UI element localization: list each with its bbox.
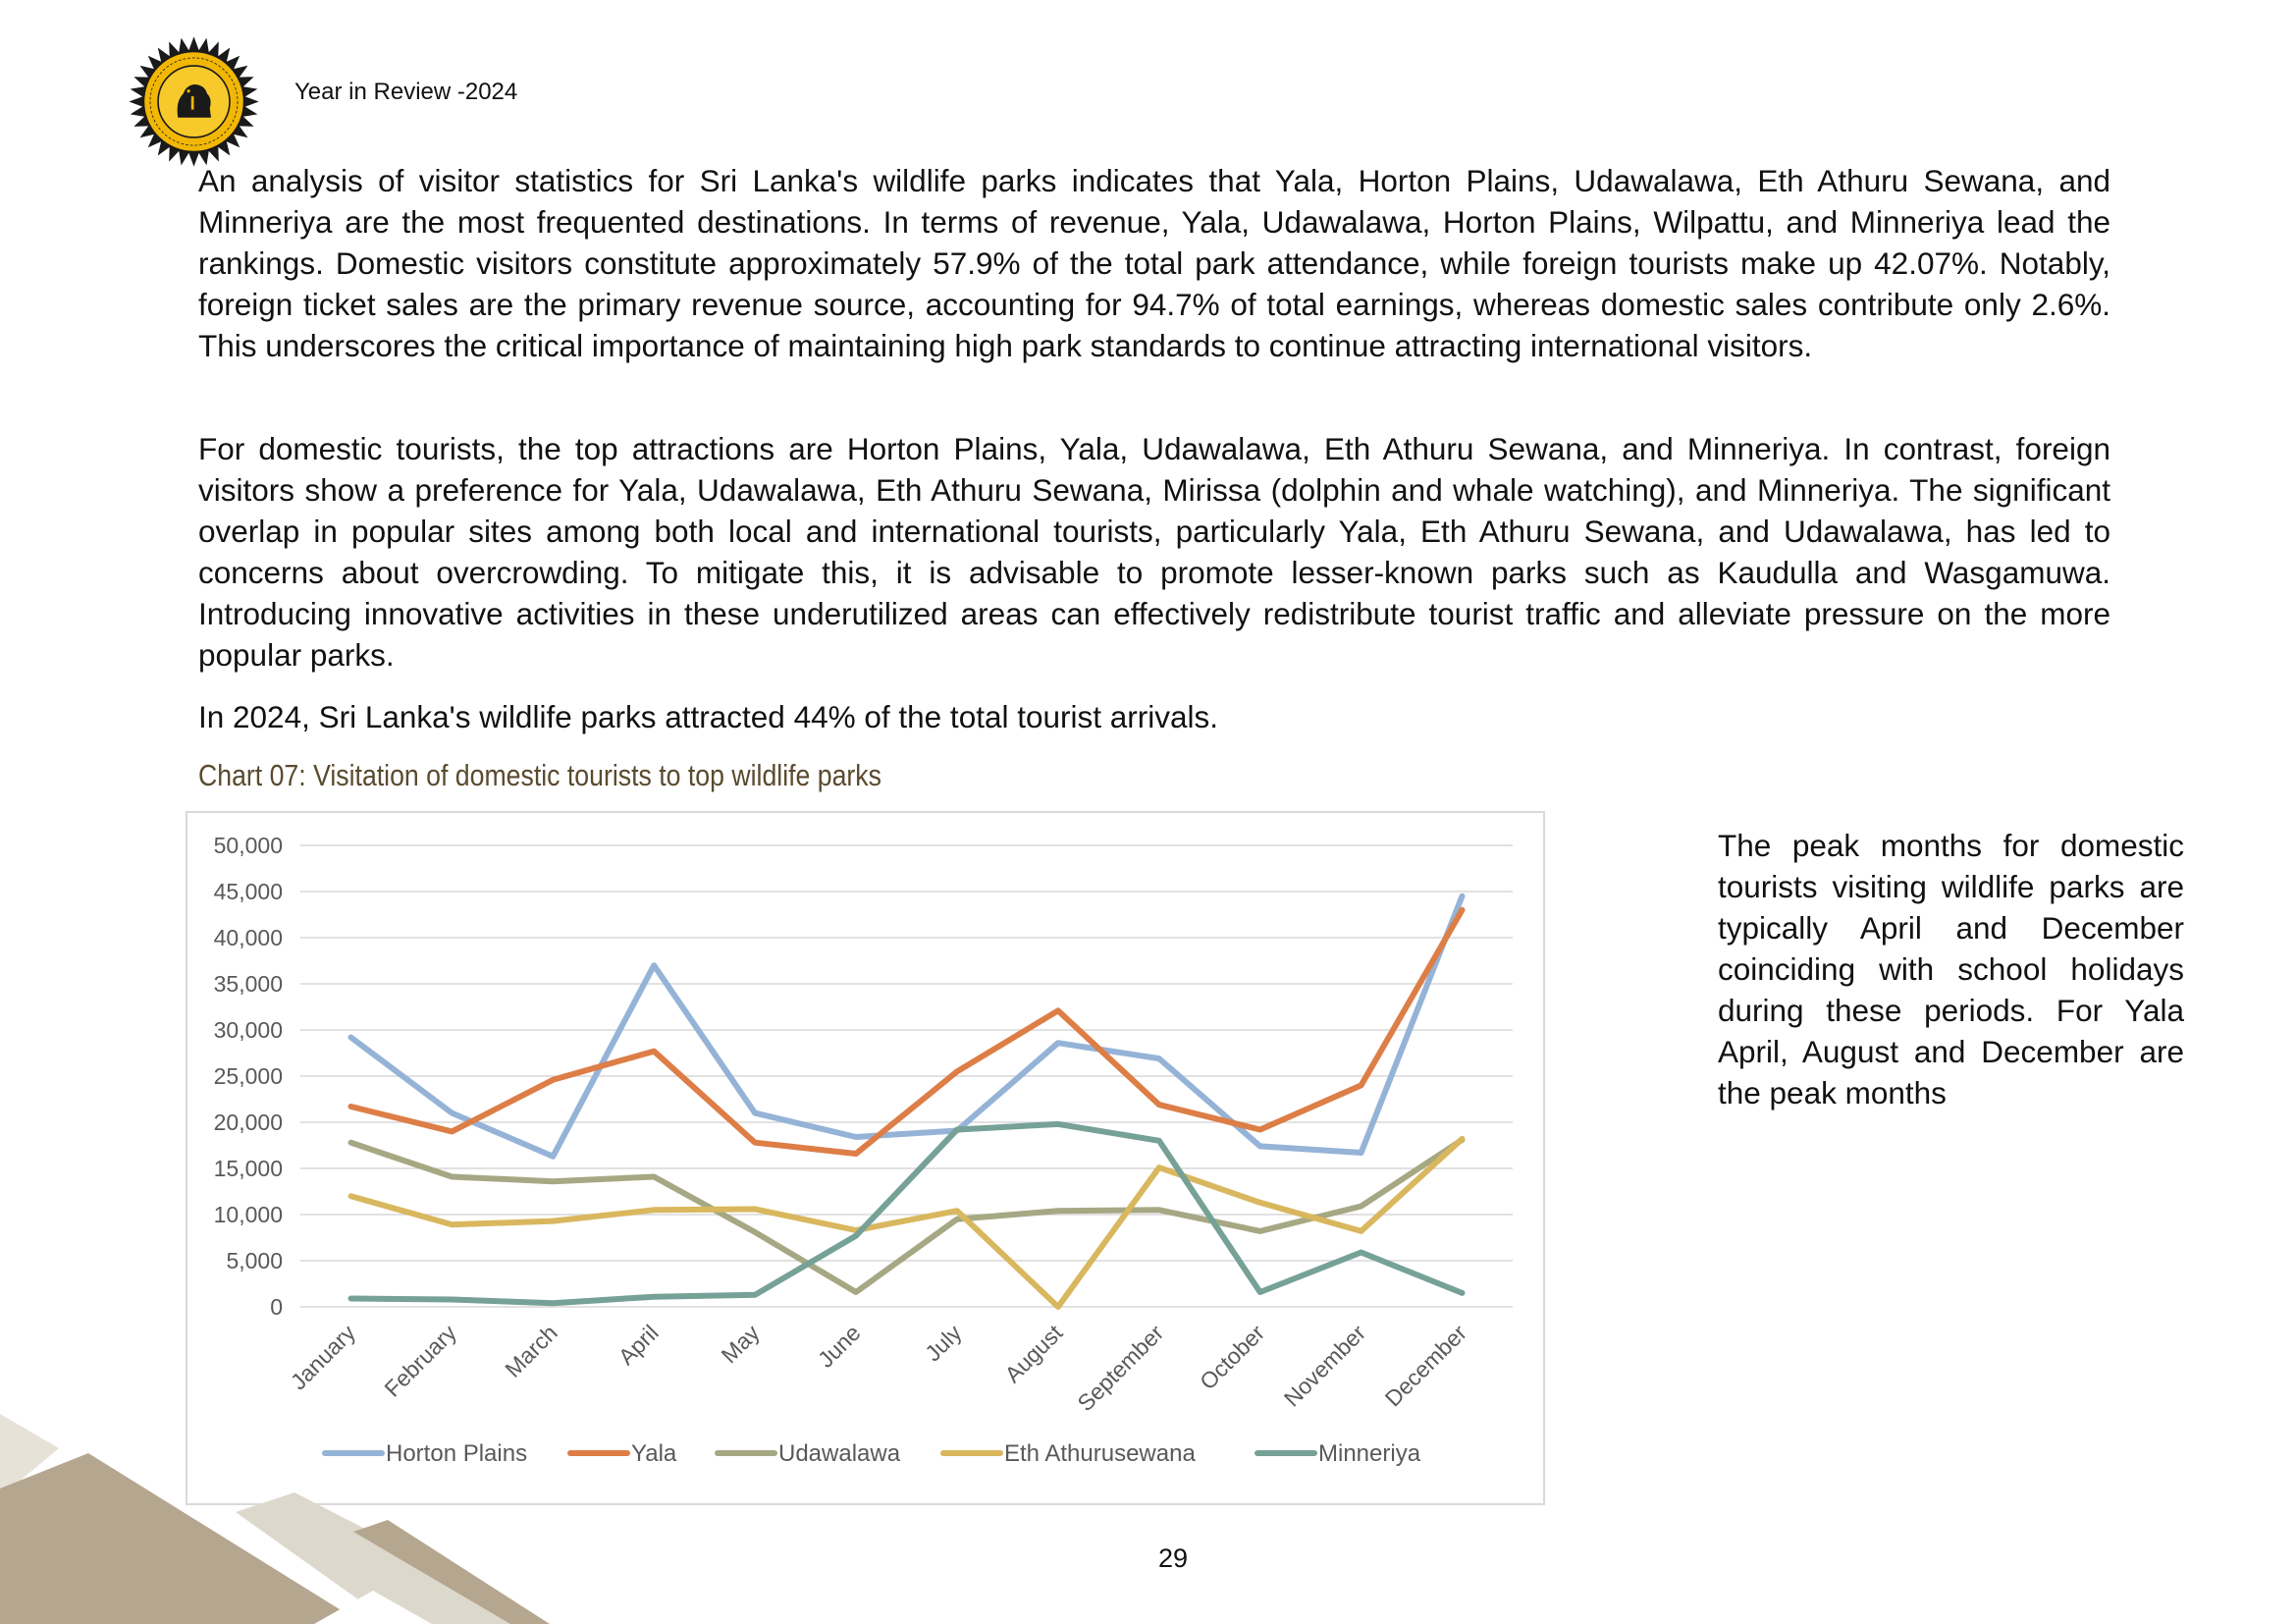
legend-label: Eth Athurusewana [1004,1440,1196,1467]
y-tick-label: 10,000 [214,1202,283,1227]
y-tick-label: 25,000 [214,1063,283,1089]
domestic-foreign-paragraph: For domestic tourists, the top attractio… [198,431,2110,673]
page-number: 29 [1158,1543,1189,1573]
header-title: Year in Review -2024 [294,79,518,105]
series-line-udawalawa [347,1136,1466,1295]
y-tick-label: 35,000 [214,971,283,997]
x-tick-label: November [1279,1320,1371,1412]
y-tick-label: 50,000 [214,833,283,858]
x-tick-label: June [813,1320,866,1373]
series-line-yala [347,906,1466,1157]
chart-caption: Chart 07: Visitation of domestic tourist… [198,758,881,792]
y-tick-label: 40,000 [214,925,283,950]
tourism-seal-logo-icon [129,36,259,167]
legend-label: Udawalawa [778,1440,901,1467]
x-tick-label: April [614,1320,664,1370]
x-tick-label: September [1072,1320,1168,1416]
x-tick-label: August [999,1320,1067,1387]
legend-label: Yala [631,1440,677,1467]
x-tick-label: February [379,1320,461,1402]
series-line-horton-plains [347,893,1466,1160]
corner-decoration-icon [0,1414,550,1624]
wildlife-visitation-line-chart: 0 5,000 10,000 15,000 20,000 25,000 30,000 35,0… [214,833,1513,1467]
y-tick-label: 45,000 [214,879,283,904]
series-line-eth-athurusewana [347,1135,1466,1310]
intro-paragraph: An analysis of visitor statistics for Sr… [198,163,2110,363]
x-tick-label: December [1380,1320,1472,1412]
legend-label: Horton Plains [386,1440,527,1467]
x-tick-label: May [717,1320,765,1368]
series-line-minneriya [347,1120,1466,1307]
y-tick-label: 20,000 [214,1110,283,1135]
x-tick-label: October [1195,1320,1269,1394]
chart-frame: 0 5,000 10,000 15,000 20,000 25,000 30,000 35,0… [186,811,1545,1505]
y-tick-label: 30,000 [214,1017,283,1043]
arrivals-share-paragraph: In 2024, Sri Lanka's wildlife parks attr… [198,699,1219,734]
peak-months-note: The peak months for domestic tourists vi… [1718,828,2184,1110]
legend-label: Minneriya [1318,1440,1421,1467]
y-tick-label: 0 [270,1294,283,1320]
x-tick-label: March [500,1320,562,1382]
y-tick-label: 15,000 [214,1156,283,1181]
x-tick-label: January [286,1320,361,1395]
x-tick-label: July [920,1320,967,1367]
y-tick-label: 5,000 [226,1248,283,1273]
